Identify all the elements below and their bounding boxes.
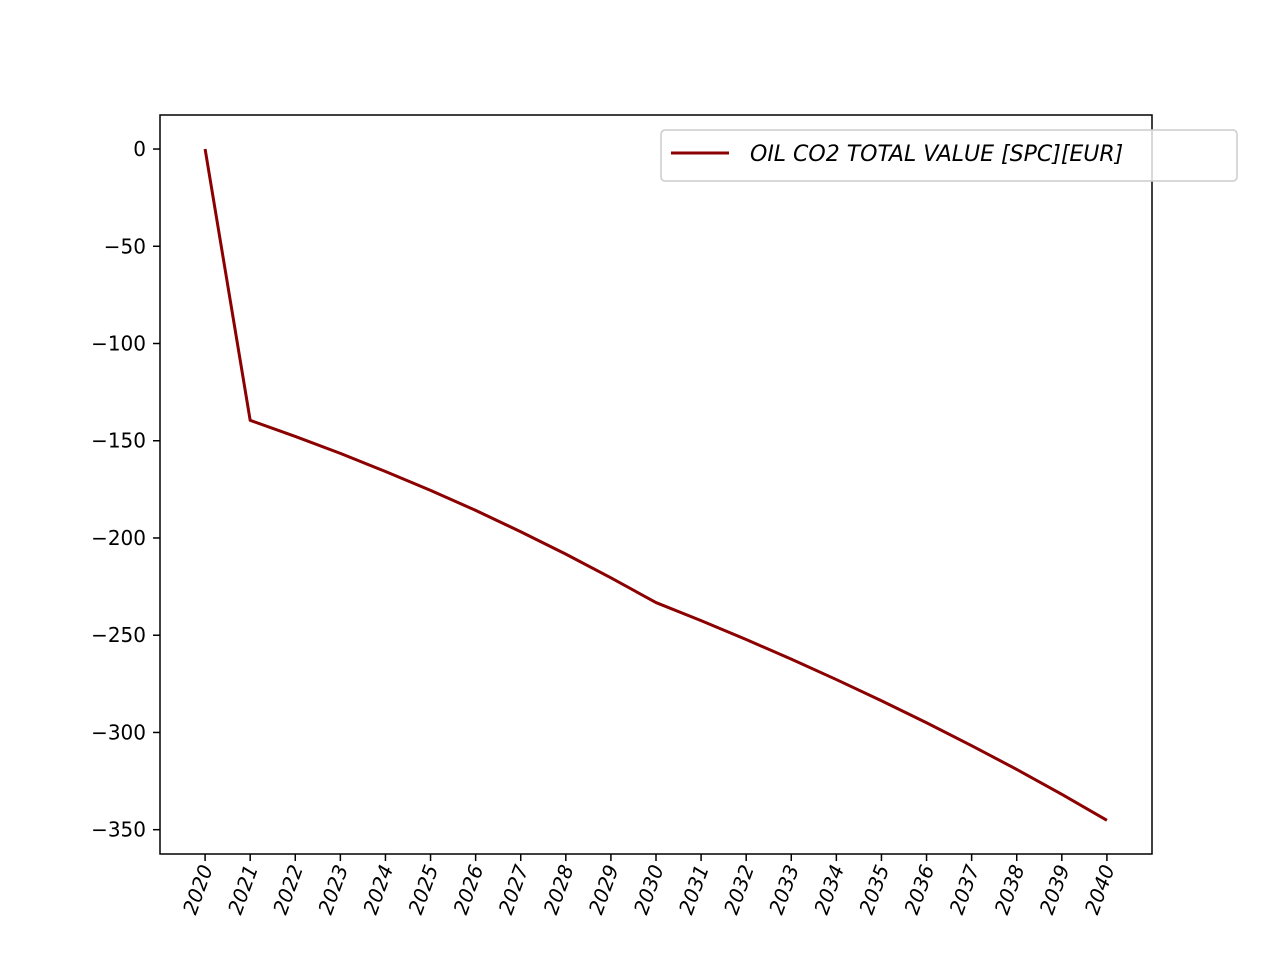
y-tick-label: −150 bbox=[91, 429, 146, 453]
legend: OIL CO2 TOTAL VALUE [SPC][EUR] bbox=[660, 129, 1238, 182]
y-tick-label: −300 bbox=[91, 720, 146, 744]
legend-label: OIL CO2 TOTAL VALUE [SPC][EUR] bbox=[750, 142, 1123, 167]
y-tick-label: −200 bbox=[91, 526, 146, 550]
series-layer bbox=[203, 148, 1108, 822]
y-axis: 0 −50 −100 −150 −200 −250 −300 −350 bbox=[91, 137, 160, 842]
y-tick-label: −350 bbox=[91, 818, 146, 842]
y-tick-label: −50 bbox=[104, 234, 146, 258]
y-tick-label: −250 bbox=[91, 623, 146, 647]
y-tick-label: 0 bbox=[133, 137, 146, 161]
legend-box bbox=[660, 129, 1238, 182]
series-line-0 bbox=[203, 148, 1108, 822]
y-tick-label: −100 bbox=[91, 332, 146, 356]
